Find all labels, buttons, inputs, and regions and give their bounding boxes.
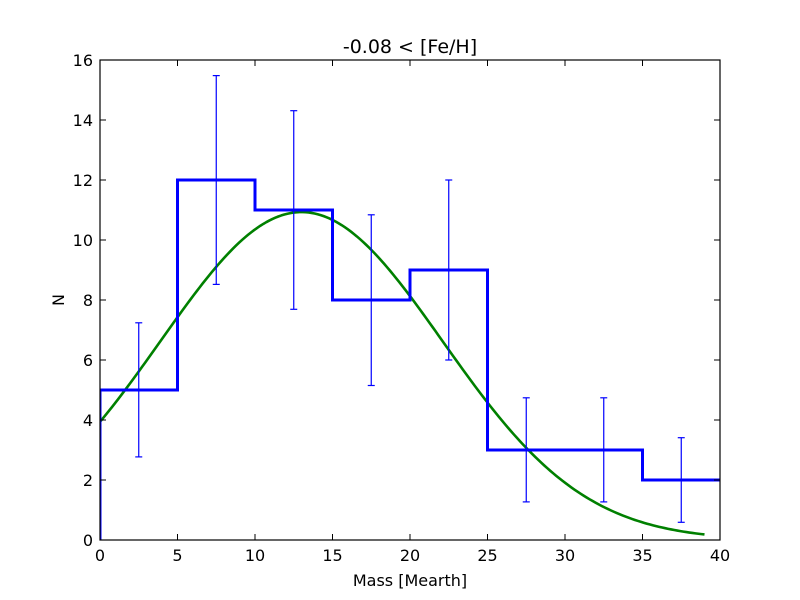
errorbar-7 [677,437,685,523]
y-tick-label: 4 [83,411,93,430]
gaussian-fit-line [100,210,705,536]
errorbar-4 [445,179,453,361]
y-tick-label: 12 [73,171,93,190]
x-tick-label: 0 [95,546,105,565]
x-tick-label: 15 [322,546,342,565]
x-tick-label: 35 [632,546,652,565]
errorbar-3 [367,214,375,387]
y-tick-label: 0 [83,531,93,550]
y-tick-label: 2 [83,471,93,490]
x-tick-label: 20 [400,546,420,565]
x-tick-label: 30 [555,546,575,565]
x-tick-label: 25 [477,546,497,565]
y-tick-label: 6 [83,351,93,370]
errorbar-0 [135,322,143,458]
chart-title: -0.08 < [Fe/H] [343,36,477,58]
errorbar-6 [600,397,608,503]
errorbar-5 [522,397,530,503]
y-tick-label: 10 [73,231,93,250]
axis-ticks: 0 5 10 15 20 25 30 35 40 0 2 4 6 8 10 12 14 16 [73,51,731,565]
x-tick-label: 40 [710,546,730,565]
x-tick-label: 5 [172,546,182,565]
histogram-step-line [100,178,720,540]
errorbar-1 [212,74,220,285]
x-tick-label: 10 [245,546,265,565]
errorbar-2 [290,110,298,310]
plot-layer [100,74,720,540]
x-axis-label: Mass [Mearth] [353,571,467,590]
plot-area [100,74,720,540]
y-tick-label: 14 [73,111,93,130]
y-axis-label: N [49,294,68,306]
y-tick-label: 8 [83,291,93,310]
y-tick-label: 16 [73,51,93,70]
